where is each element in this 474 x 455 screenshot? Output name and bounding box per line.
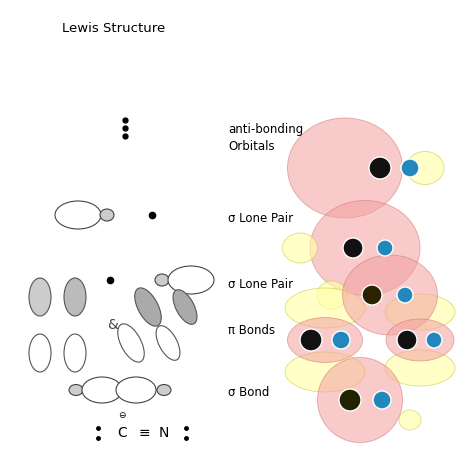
Text: &: & xyxy=(108,318,118,332)
Ellipse shape xyxy=(118,324,144,362)
Ellipse shape xyxy=(29,278,51,316)
Ellipse shape xyxy=(64,334,86,372)
Ellipse shape xyxy=(168,266,214,294)
Text: σ Bond: σ Bond xyxy=(228,386,269,399)
Ellipse shape xyxy=(285,288,365,328)
Ellipse shape xyxy=(173,290,197,324)
Circle shape xyxy=(332,331,350,349)
Ellipse shape xyxy=(82,377,122,403)
Circle shape xyxy=(369,157,391,179)
Text: ≡: ≡ xyxy=(138,426,150,440)
Ellipse shape xyxy=(288,118,402,218)
Ellipse shape xyxy=(155,274,169,286)
Ellipse shape xyxy=(318,358,402,443)
Ellipse shape xyxy=(385,350,455,386)
Circle shape xyxy=(339,389,361,411)
Ellipse shape xyxy=(29,334,51,372)
Ellipse shape xyxy=(385,294,455,330)
Circle shape xyxy=(426,332,442,348)
Ellipse shape xyxy=(317,281,347,309)
Ellipse shape xyxy=(156,326,180,360)
Ellipse shape xyxy=(386,319,454,361)
Ellipse shape xyxy=(310,201,420,295)
Text: σ Lone Pair: σ Lone Pair xyxy=(228,212,293,224)
Text: Orbitals: Orbitals xyxy=(228,141,274,153)
Text: anti-bonding: anti-bonding xyxy=(228,123,303,136)
Circle shape xyxy=(373,391,391,409)
Text: ⊖: ⊖ xyxy=(118,410,126,420)
Circle shape xyxy=(401,159,419,177)
Circle shape xyxy=(300,329,322,351)
Ellipse shape xyxy=(399,410,421,430)
Ellipse shape xyxy=(135,288,161,326)
Ellipse shape xyxy=(285,352,365,392)
Text: Lewis Structure: Lewis Structure xyxy=(62,22,165,35)
Ellipse shape xyxy=(157,384,171,395)
Ellipse shape xyxy=(100,209,114,221)
Ellipse shape xyxy=(69,384,83,395)
Text: C: C xyxy=(117,426,127,440)
Ellipse shape xyxy=(288,318,363,363)
Ellipse shape xyxy=(406,152,444,184)
Circle shape xyxy=(397,287,413,303)
Circle shape xyxy=(397,330,417,350)
Circle shape xyxy=(343,238,363,258)
Ellipse shape xyxy=(343,255,438,335)
Circle shape xyxy=(377,240,393,256)
Ellipse shape xyxy=(55,201,101,229)
Text: σ Lone Pair: σ Lone Pair xyxy=(228,278,293,290)
Ellipse shape xyxy=(116,377,156,403)
Circle shape xyxy=(362,285,382,305)
Ellipse shape xyxy=(64,278,86,316)
Text: π Bonds: π Bonds xyxy=(228,324,275,337)
Ellipse shape xyxy=(283,233,318,263)
Text: N: N xyxy=(159,426,169,440)
